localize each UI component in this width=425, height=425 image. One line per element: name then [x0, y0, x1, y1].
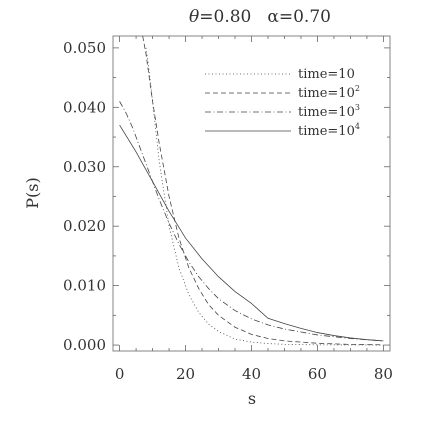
series-line-3 — [119, 101, 384, 342]
x-tick-label: 80 — [374, 365, 393, 383]
series-line-2 — [142, 36, 384, 346]
x-tick-label: 0 — [115, 365, 125, 383]
title-theta-value: =0.80 — [199, 7, 251, 27]
axis-tick-labels: 0 20 40 60 80 0.000 0.010 0.020 0.030 0.040 0.050 — [63, 39, 393, 383]
title-theta-symbol: θ — [189, 7, 199, 27]
series-line-4 — [119, 124, 384, 342]
axis-ticks — [113, 36, 390, 351]
title-alpha-value: =0.70 — [279, 7, 331, 27]
title-alpha-symbol: α — [267, 7, 279, 27]
y-tick-label: 0.040 — [63, 98, 106, 116]
x-tick-label: 20 — [176, 365, 195, 383]
legend-label-4: time=104 — [298, 122, 360, 139]
y-tick-label: 0.020 — [63, 217, 106, 235]
legend-label-3: time=103 — [298, 103, 360, 120]
x-tick-label: 40 — [242, 365, 261, 383]
y-tick-label: 0.000 — [63, 336, 106, 354]
x-tick-label: 60 — [308, 365, 327, 383]
x-axis-label: s — [248, 389, 256, 408]
y-tick-label: 0.030 — [63, 158, 106, 176]
legend: time=10 time=102 time=103 time=104 — [205, 67, 360, 139]
legend-label-2: time=102 — [298, 84, 360, 101]
series-group — [119, 36, 384, 346]
chart-title: θ=0.80 α=0.70 — [189, 7, 331, 27]
legend-label-1: time=10 — [298, 67, 355, 82]
y-axis-label: P(s) — [23, 177, 42, 208]
y-tick-label: 0.050 — [63, 39, 106, 57]
y-tick-label: 0.010 — [63, 277, 106, 295]
series-line-1 — [145, 47, 384, 346]
